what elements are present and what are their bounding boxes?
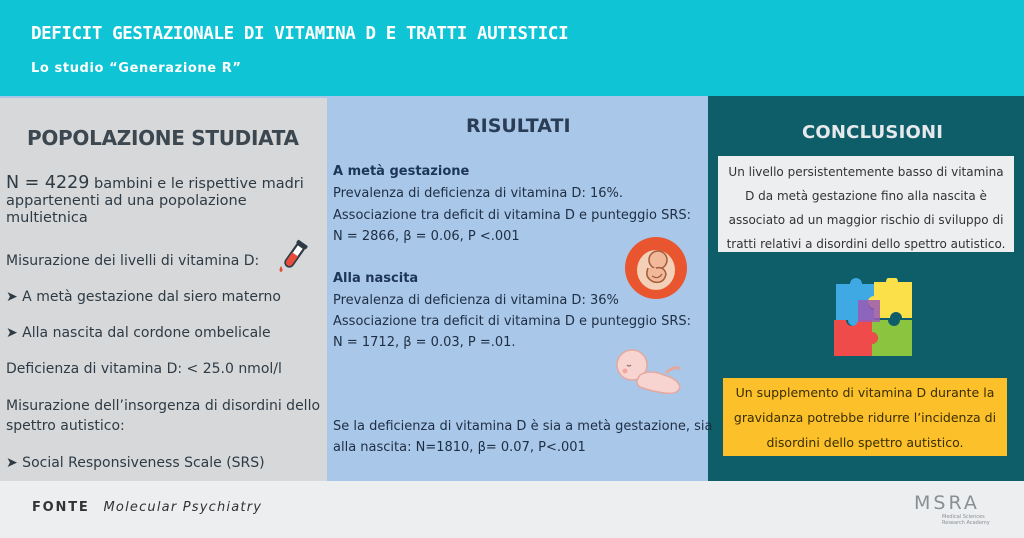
page-subtitle: Lo studio “Generazione R” [31,61,242,76]
sample-size: N = 4229 [6,173,90,193]
combined-line1: Se la deficienza di vitamina D è sia a m… [333,419,713,434]
source-label: FONTE [32,500,90,515]
birth-heading: Alla nascita [333,271,419,286]
fetus-icon [625,237,687,299]
mid-gestation-prevalence: Prevalenza di deficienza di vitamina D: … [333,186,623,201]
conclusion-box: Un livello persistentemente basso di vit… [718,156,1014,252]
recommendation-box: Un supplemento di vitamina D durante la … [723,378,1007,456]
test-tube-icon [279,239,308,272]
onset-measure-line2: spettro autistico: [6,418,125,434]
bullet-srs: ➤ Social Responsiveness Scale (SRS) [6,455,265,471]
conclusions-title: CONCLUSIONI [802,122,944,143]
bullet-birth: ➤ Alla nascita dal cordone ombelicale [6,325,271,341]
header-banner [0,0,1024,96]
bullet-mid-gestation: ➤ A metà gestazione dal siero materno [6,289,281,305]
combined-line2: alla nascita: N=1810, β= 0.07, P<.001 [333,440,586,455]
baby-icon [616,349,681,395]
sample-description: N = 4229 bambini e le rispettive madri a… [6,173,316,227]
msra-logo: MSRA Medical Sciences Research Academy [900,490,1000,534]
measurement-label: Misurazione dei livelli di vitamina D: [6,253,260,269]
birth-prevalence: Prevalenza di deficienza di vitamina D: … [333,293,619,308]
population-title: POPOLAZIONE STUDIATA [27,126,299,150]
birth-association: Associazione tra deficit di vitamina D e… [333,314,692,329]
mid-gestation-stats: N = 2866, β = 0.06, P <.001 [333,229,520,244]
mid-gestation-association: Associazione tra deficit di vitamina D e… [333,208,692,223]
logo-text: MSRA [914,492,980,514]
page-title: DEFICIT GESTAZIONALE DI VITAMINA D E TRA… [31,24,569,44]
puzzle-icon [834,278,912,356]
deficiency-threshold: Deficienza di vitamina D: < 25.0 nmol/l [6,361,282,377]
sample-text: bambini e le rispettive madri appartenen… [6,176,304,226]
onset-measure-line1: Misurazione dell’insorgenza di disordini… [6,398,321,414]
birth-stats: N = 1712, β = 0.03, P =.01. [333,335,516,350]
population-panel [0,96,327,481]
mid-gestation-heading: A metà gestazione [333,164,470,179]
source-journal: Molecular Psychiatry [103,500,263,515]
logo-subtitle: Medical Sciences Research Academy [942,514,990,526]
results-title: RISULTATI [466,115,571,137]
source-citation: FONTE Molecular Psychiatry [32,500,262,515]
footer-bar [0,481,1024,538]
